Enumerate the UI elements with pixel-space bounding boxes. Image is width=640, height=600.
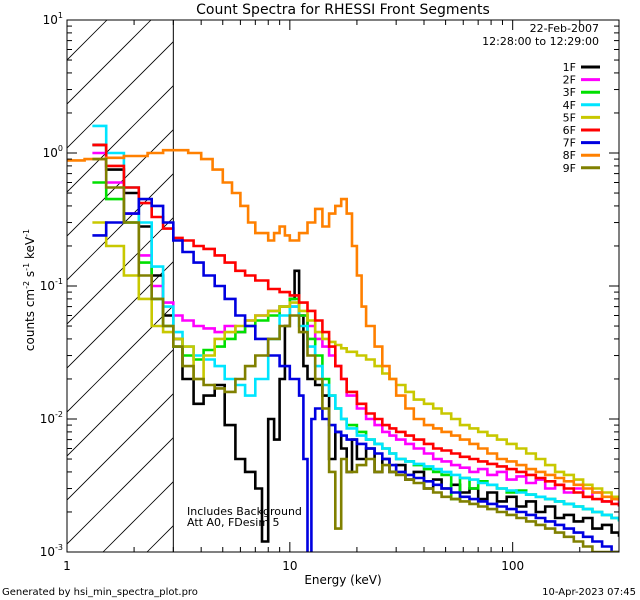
legend-label-5f: 5F — [563, 111, 576, 124]
hatch-line — [67, 393, 174, 501]
annotation-attenuator: Att A0, FDesim 5 — [187, 516, 280, 529]
legend-label-7f: 7F — [563, 137, 576, 150]
hatch-line — [67, 437, 174, 545]
hatch-line — [0, 20, 19, 552]
legend: 22-Feb-2007 12:28:00 to 12:29:00 1F2F3F4… — [482, 22, 600, 175]
x-tick-label: 1 — [63, 559, 71, 573]
y-tick-label: 101 — [43, 11, 63, 27]
y-tick-label: 10-1 — [40, 277, 63, 293]
legend-label-6f: 6F — [563, 124, 576, 137]
x-tick-label: 100 — [501, 559, 524, 573]
hatch-line — [67, 217, 174, 325]
legend-label-2f: 2F — [563, 74, 576, 87]
spectra-series-layer — [67, 124, 619, 552]
y-tick-label: 10-2 — [40, 410, 63, 426]
hatch-line — [67, 261, 174, 369]
y-tick-label: 100 — [43, 144, 63, 160]
series-line-1f — [92, 143, 619, 543]
series-line-4f — [92, 124, 619, 522]
hatch-line — [631, 20, 640, 552]
annotation-background: Includes Background — [187, 505, 302, 518]
x-tick-label: 10 — [282, 559, 297, 573]
series-line-5f — [92, 221, 619, 500]
series-line-8f — [67, 148, 619, 502]
y-axis-label: counts cm-2 s-1 keV-1 — [22, 229, 37, 351]
hatch-line — [67, 85, 174, 193]
svg-text:counts cm-2 s-1 keV-1: counts cm-2 s-1 keV-1 — [22, 229, 37, 351]
generated-timestamp: 10-Apr-2023 07:45 — [542, 587, 636, 598]
y-tick-label: 10-3 — [40, 543, 63, 559]
series-line-6f — [92, 143, 619, 507]
excluded-energy-hatch — [0, 20, 640, 552]
plot-axes: 1 10 100 10-3 10-2 10-1 100 101 — [40, 11, 620, 573]
legend-label-3f: 3F — [563, 86, 576, 99]
chart-title: Count Spectra for RHESSI Front Segments — [196, 2, 490, 18]
hatch-line — [323, 20, 640, 552]
legend-label-4f: 4F — [563, 99, 576, 112]
generated-by-footer: Generated by hsi_min_spectra_plot.pro — [2, 587, 198, 598]
series-line-7f — [92, 197, 619, 552]
legend-label-1f: 1F — [563, 61, 576, 74]
observation-time-range: 12:28:00 to 12:29:00 — [482, 35, 599, 48]
x-axis-label: Energy (keV) — [304, 573, 381, 587]
series-line-2f — [92, 151, 619, 507]
legend-label-8f: 8F — [563, 149, 576, 162]
observation-date: 22-Feb-2007 — [530, 22, 599, 35]
legend-label-9f: 9F — [563, 162, 576, 175]
hatch-line — [67, 41, 174, 149]
series-line-9f — [92, 157, 619, 552]
